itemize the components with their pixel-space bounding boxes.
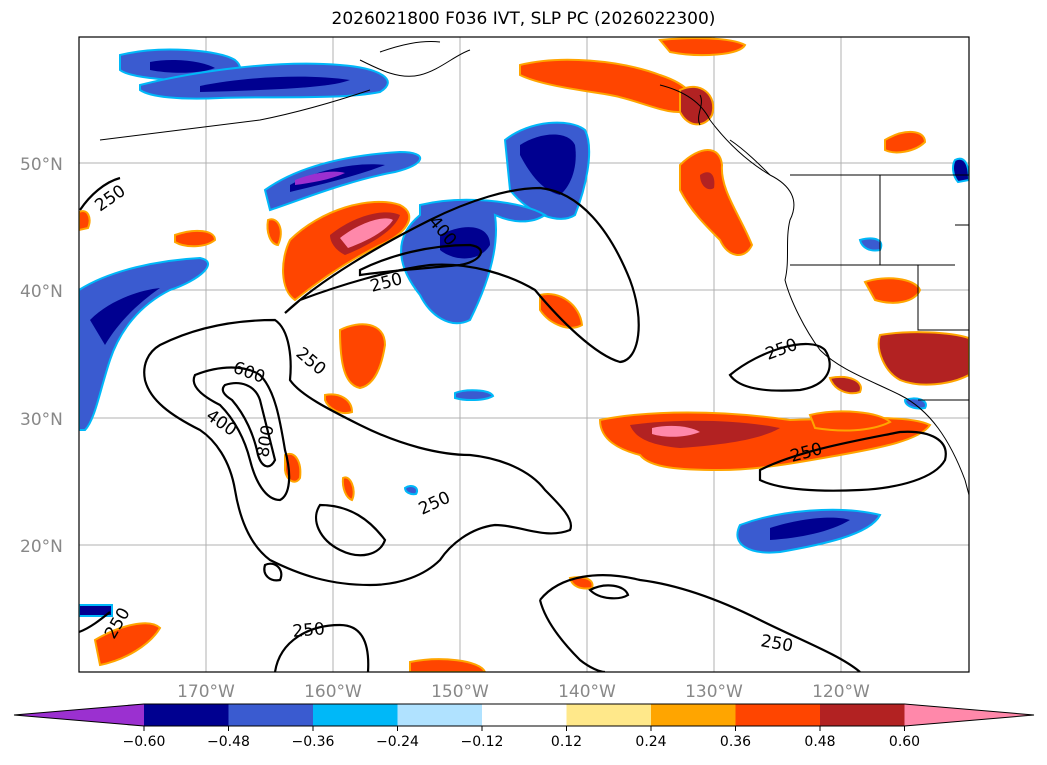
colorbar-tick-label: 0.12 <box>551 734 582 750</box>
lon-label: 120°W <box>812 682 870 702</box>
lon-label: 130°W <box>685 682 743 702</box>
lat-label: 20°N <box>20 537 63 557</box>
colorbar-extend-min <box>14 704 144 726</box>
negative-ivt-regions <box>79 48 969 617</box>
colorbar-segment <box>313 704 398 726</box>
colorbar-tick-label: 0.24 <box>635 734 666 750</box>
colorbar-tick-label: 0.48 <box>804 734 835 750</box>
colorbar-tick-label: 0.60 <box>889 734 920 750</box>
colorbar-tick-label: −0.60 <box>123 734 166 750</box>
colorbar-extend-max <box>904 704 1034 726</box>
lon-label: 150°W <box>431 682 489 702</box>
map-title: 2026021800 F036 IVT, SLP PC (2026022300) <box>331 9 716 29</box>
colorbar: −0.60 −0.48 −0.36 −0.24 −0.12 0.12 0.24 0.36 0.4… <box>13 703 1035 750</box>
lon-label: 160°W <box>304 682 362 702</box>
colorbar-tick-label: −0.48 <box>207 734 250 750</box>
lat-label: 30°N <box>20 410 63 430</box>
colorbar-segment <box>482 704 567 726</box>
colorbar-segment <box>820 704 905 726</box>
lat-label: 50°N <box>20 155 63 175</box>
lon-label: 170°W <box>177 682 235 702</box>
colorbar-tick-label: −0.24 <box>376 734 419 750</box>
longitude-labels: 170°W 160°W 150°W 140°W 130°W 120°W <box>177 682 870 702</box>
colorbar-segment <box>144 704 229 726</box>
slp-contours <box>79 176 947 672</box>
colorbar-segment <box>397 704 483 726</box>
map-area: 250 400 250 600 400 800 250 250 250 250 … <box>79 37 969 672</box>
contour-label: 250 <box>292 619 326 642</box>
colorbar-tick-label: −0.12 <box>461 734 504 750</box>
colorbar-segment <box>228 704 314 726</box>
lat-label: 40°N <box>20 282 63 302</box>
latitude-labels: 50°N 40°N 30°N 20°N <box>20 155 63 557</box>
map-frame <box>78 36 970 673</box>
colorbar-tick-label: −0.36 <box>292 734 335 750</box>
positive-ivt-regions <box>79 37 969 672</box>
colorbar-tick-label: 0.36 <box>720 734 751 750</box>
lon-label: 140°W <box>558 682 616 702</box>
coastlines <box>99 41 969 496</box>
colorbar-segment <box>735 704 821 726</box>
colorbar-segment <box>651 704 736 726</box>
colorbar-segment <box>566 704 652 726</box>
